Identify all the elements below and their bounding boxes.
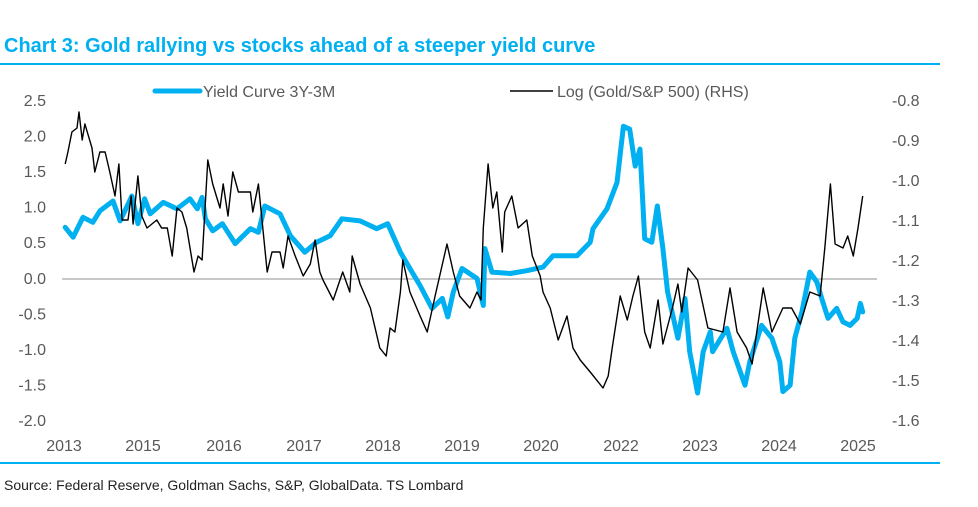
chart-title: Chart 3: Gold rallying vs stocks ahead o… <box>4 35 595 57</box>
right-axis-ticks: -0.8 -0.9 -1.0 -1.1 -1.2 -1.3 -1.4 -1.5 -1.6 <box>892 93 920 430</box>
legend-label-gold-sp: Log (Gold/S&P 500) (RHS) <box>557 84 749 101</box>
right-tick-label: -0.8 <box>892 93 920 110</box>
left-tick-label: 0.0 <box>24 271 46 288</box>
left-tick-label: 1.5 <box>24 164 46 181</box>
left-tick-label: 0.5 <box>24 235 46 252</box>
legend: Yield Curve 3Y-3M Log (Gold/S&P 500) (RH… <box>152 84 749 101</box>
series-gold-sp-line <box>64 111 864 389</box>
left-tick-label: 1.0 <box>24 200 46 217</box>
right-tick-label: -1.3 <box>892 293 920 310</box>
x-tick-label: 2015 <box>125 438 161 455</box>
x-tick-label: 2024 <box>761 438 797 455</box>
x-tick-label: 2016 <box>206 438 242 455</box>
left-tick-label: -1.5 <box>18 377 46 394</box>
x-tick-label: 2013 <box>46 438 82 455</box>
left-tick-label: 2.5 <box>24 93 46 110</box>
right-tick-label: -1.6 <box>892 413 920 430</box>
left-tick-label: -0.5 <box>18 306 46 323</box>
right-tick-label: -1.5 <box>892 373 920 390</box>
x-tick-label: 2022 <box>603 438 639 455</box>
x-tick-label: 2019 <box>444 438 480 455</box>
right-tick-label: -1.4 <box>892 333 920 350</box>
left-tick-label: -2.0 <box>18 413 46 430</box>
x-tick-label: 2017 <box>286 438 322 455</box>
source-note: Source: Federal Reserve, Goldman Sachs, … <box>4 477 463 493</box>
right-tick-label: -1.0 <box>892 173 920 190</box>
left-axis-ticks: 2.5 2.0 1.5 1.0 0.5 0.0 -0.5 -1.0 -1.5 -2.0 <box>18 93 46 430</box>
x-tick-label: 2025 <box>840 438 876 455</box>
right-tick-label: -0.9 <box>892 133 920 150</box>
x-tick-label: 2018 <box>365 438 401 455</box>
left-tick-label: -1.0 <box>18 342 46 359</box>
x-axis-ticks: 2013 2015 2016 2017 2018 2019 2020 2022 2023 2024… <box>46 438 876 455</box>
right-tick-label: -1.2 <box>892 253 920 270</box>
x-tick-label: 2020 <box>523 438 559 455</box>
data-points <box>65 112 863 393</box>
legend-label-yield-curve: Yield Curve 3Y-3M <box>203 84 335 101</box>
x-tick-label: 2023 <box>682 438 718 455</box>
right-tick-label: -1.1 <box>892 213 920 230</box>
series-yield-curve-line <box>62 123 866 396</box>
left-tick-label: 2.0 <box>24 129 46 146</box>
